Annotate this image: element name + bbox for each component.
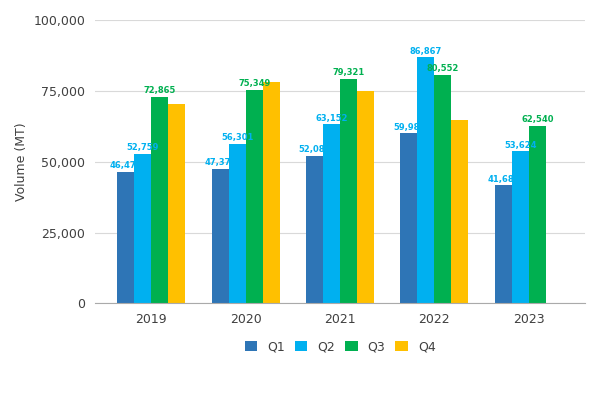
Bar <box>306 156 323 304</box>
Text: 41,688: 41,688 <box>487 175 520 184</box>
Bar <box>529 126 546 304</box>
Bar <box>451 120 469 304</box>
Y-axis label: Volume (MT): Volume (MT) <box>15 122 28 201</box>
Text: 52,086: 52,086 <box>298 145 331 154</box>
Text: 62,540: 62,540 <box>521 116 554 124</box>
Text: 46,474: 46,474 <box>110 161 142 170</box>
Legend: Q1, Q2, Q3, Q4: Q1, Q2, Q3, Q4 <box>238 334 442 360</box>
Bar <box>246 90 263 304</box>
Bar <box>495 185 512 304</box>
Bar <box>169 104 185 304</box>
Bar <box>323 124 340 304</box>
Text: 79,321: 79,321 <box>332 68 365 77</box>
Bar <box>418 57 434 304</box>
Bar <box>118 172 134 304</box>
Bar <box>134 154 151 304</box>
Bar <box>434 75 451 304</box>
Text: 86,867: 86,867 <box>410 46 442 56</box>
Text: 47,372: 47,372 <box>204 158 236 168</box>
Text: 52,759: 52,759 <box>127 143 159 152</box>
Text: 53,624: 53,624 <box>504 141 536 150</box>
Bar <box>400 134 418 304</box>
Text: 75,349: 75,349 <box>238 79 271 88</box>
Bar <box>212 169 229 304</box>
Bar <box>151 97 169 304</box>
Text: 63,152: 63,152 <box>316 114 348 123</box>
Text: 72,865: 72,865 <box>143 86 176 95</box>
Bar <box>263 82 280 304</box>
Text: 80,552: 80,552 <box>427 64 459 74</box>
Bar <box>340 79 357 304</box>
Text: 56,301: 56,301 <box>221 133 253 142</box>
Bar <box>229 144 246 304</box>
Bar <box>512 152 529 304</box>
Text: 59,983: 59,983 <box>393 123 425 132</box>
Bar <box>357 92 374 304</box>
